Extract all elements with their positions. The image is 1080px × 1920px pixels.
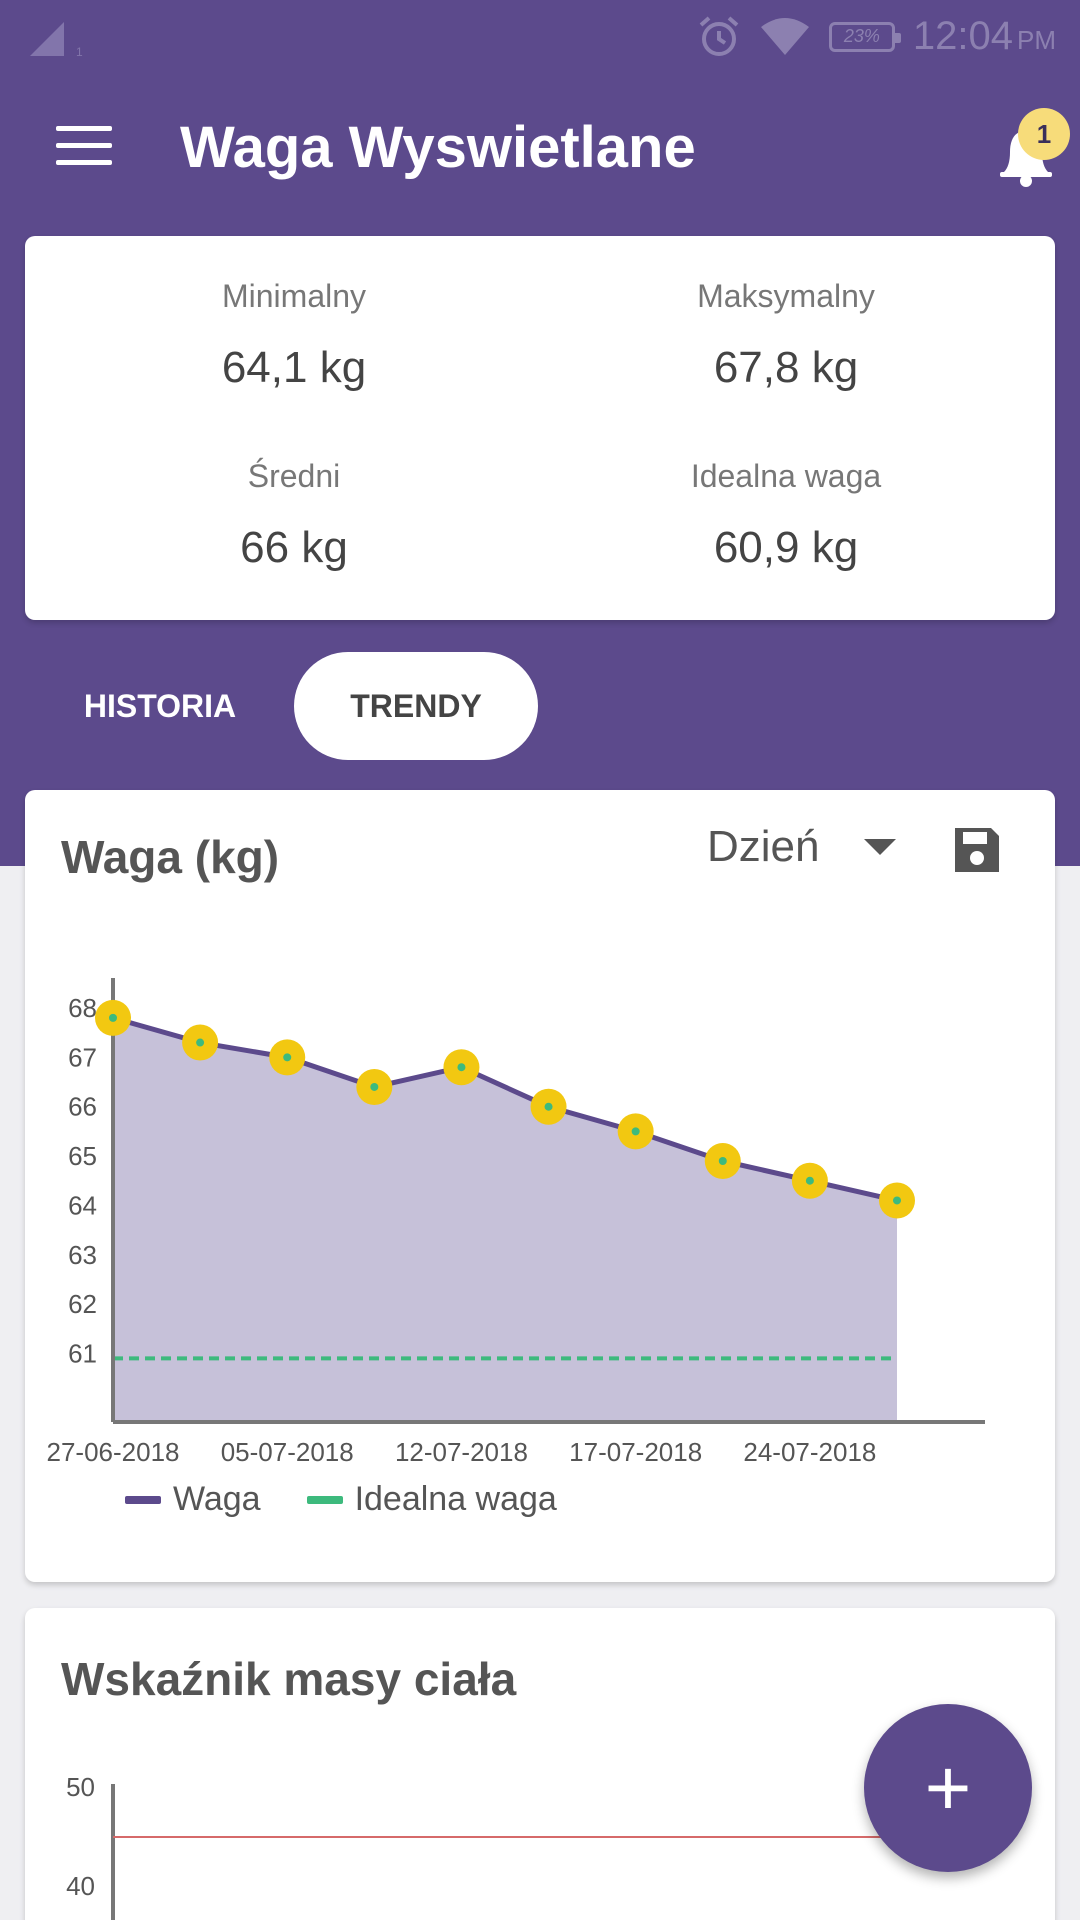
- stat-value: 66 kg: [240, 523, 348, 572]
- weight-series-line: [112, 1015, 898, 1203]
- svg-text:1: 1: [76, 45, 83, 59]
- page-title: Waga Wyswietlane: [180, 115, 696, 180]
- weight-data-point-center: [283, 1053, 292, 1062]
- legend-label: Idealna waga: [354, 1480, 557, 1518]
- x-tick-label: 27-06-2018: [47, 1437, 180, 1467]
- bmi-chart: 50 40: [66, 1772, 905, 1920]
- tab-trendy[interactable]: TRENDY: [294, 652, 538, 760]
- bmi-y-tick: 40: [66, 1871, 95, 1901]
- app-bar: Waga Wyswietlane: [0, 76, 1080, 216]
- weight-data-point-center: [544, 1102, 553, 1111]
- weight-data-point-center: [805, 1176, 814, 1185]
- weight-data-point-center: [196, 1038, 205, 1047]
- tab-historia[interactable]: HISTORIA: [83, 687, 237, 724]
- plus-icon: +: [924, 1743, 972, 1832]
- weight-data-point-center: [457, 1063, 466, 1072]
- weight-area: [113, 1017, 897, 1422]
- weight-data-point-center: [718, 1156, 727, 1165]
- bmi-card-title: Wskaźnik masy ciała: [61, 1653, 517, 1705]
- x-tick-label: 12-07-2018: [395, 1437, 528, 1467]
- stat-label: Maksymalny: [697, 278, 875, 314]
- chart-title: Waga (kg): [61, 831, 280, 883]
- legend-swatch: [306, 1495, 343, 1504]
- period-value: Dzień: [707, 822, 820, 871]
- signal-icon: 1: [30, 22, 83, 59]
- x-tick-label: 05-07-2018: [221, 1437, 354, 1467]
- stat-value: 64,1 kg: [221, 343, 367, 392]
- weight-data-point-center: [109, 1013, 117, 1022]
- y-tick-label: 68: [68, 993, 97, 1023]
- x-tick-label: 24-07-2018: [743, 1437, 876, 1467]
- chart-legend: Waga Idealna waga: [125, 1480, 603, 1519]
- weight-data-point-center: [893, 1196, 901, 1205]
- y-tick-label: 64: [68, 1190, 97, 1220]
- stat-minimum: Minimalny 64,1 kg: [94, 278, 494, 393]
- add-entry-button[interactable]: +: [864, 1704, 1032, 1872]
- weight-line-chart: 68 67 66 65 64 63 62 61 27-06-2018 05-07-2018 12-0…: [47, 978, 985, 1467]
- y-tick-label: 61: [68, 1338, 97, 1368]
- hamburger-menu-icon[interactable]: [56, 126, 112, 166]
- weight-data-point-center: [631, 1127, 640, 1136]
- stat-value: 60,9 kg: [713, 523, 859, 572]
- legend-swatch: [125, 1495, 161, 1504]
- y-tick-label: 63: [68, 1240, 97, 1270]
- weight-data-point-center: [370, 1082, 379, 1091]
- stat-label: Średni: [247, 458, 341, 494]
- bmi-y-tick: 50: [66, 1772, 95, 1802]
- y-tick-label: 67: [68, 1042, 97, 1072]
- stat-value: 67,8 kg: [713, 343, 859, 392]
- stat-ideal: Idealna waga 60,9 kg: [586, 458, 986, 573]
- alarm-icon: [699, 15, 739, 56]
- battery-indicator: 23%: [828, 21, 901, 52]
- stat-label: Idealna waga: [690, 458, 882, 494]
- legend-item-waga: Waga: [125, 1480, 261, 1519]
- x-tick-label: 17-07-2018: [569, 1437, 702, 1467]
- legend-item-idealna-waga: Idealna waga: [306, 1480, 557, 1519]
- y-tick-label: 66: [68, 1092, 97, 1122]
- status-clock: 12:04 PM: [912, 14, 1056, 58]
- weight-chart-card: Waga (kg) Dzień 68 67 66 65 64 63 62 61 27-06-20…: [25, 790, 1055, 1582]
- legend-label: Waga: [173, 1480, 261, 1518]
- save-icon[interactable]: [951, 824, 1003, 876]
- stats-card: Minimalny 64,1 kg Maksymalny 67,8 kg Śre…: [25, 236, 1055, 620]
- notification-badge: 1: [1018, 108, 1070, 160]
- stat-maximum: Maksymalny 67,8 kg: [586, 278, 986, 393]
- stat-label: Minimalny: [221, 278, 367, 314]
- wifi-icon: [760, 17, 809, 55]
- y-tick-label: 65: [68, 1141, 97, 1171]
- y-tick-label: 62: [68, 1289, 97, 1319]
- stat-average: Średni 66 kg: [94, 458, 494, 573]
- period-dropdown[interactable]: Dzień: [707, 822, 896, 872]
- status-bar: 1 23% 12:04 PM: [0, 0, 1080, 76]
- chevron-down-icon: [863, 839, 896, 855]
